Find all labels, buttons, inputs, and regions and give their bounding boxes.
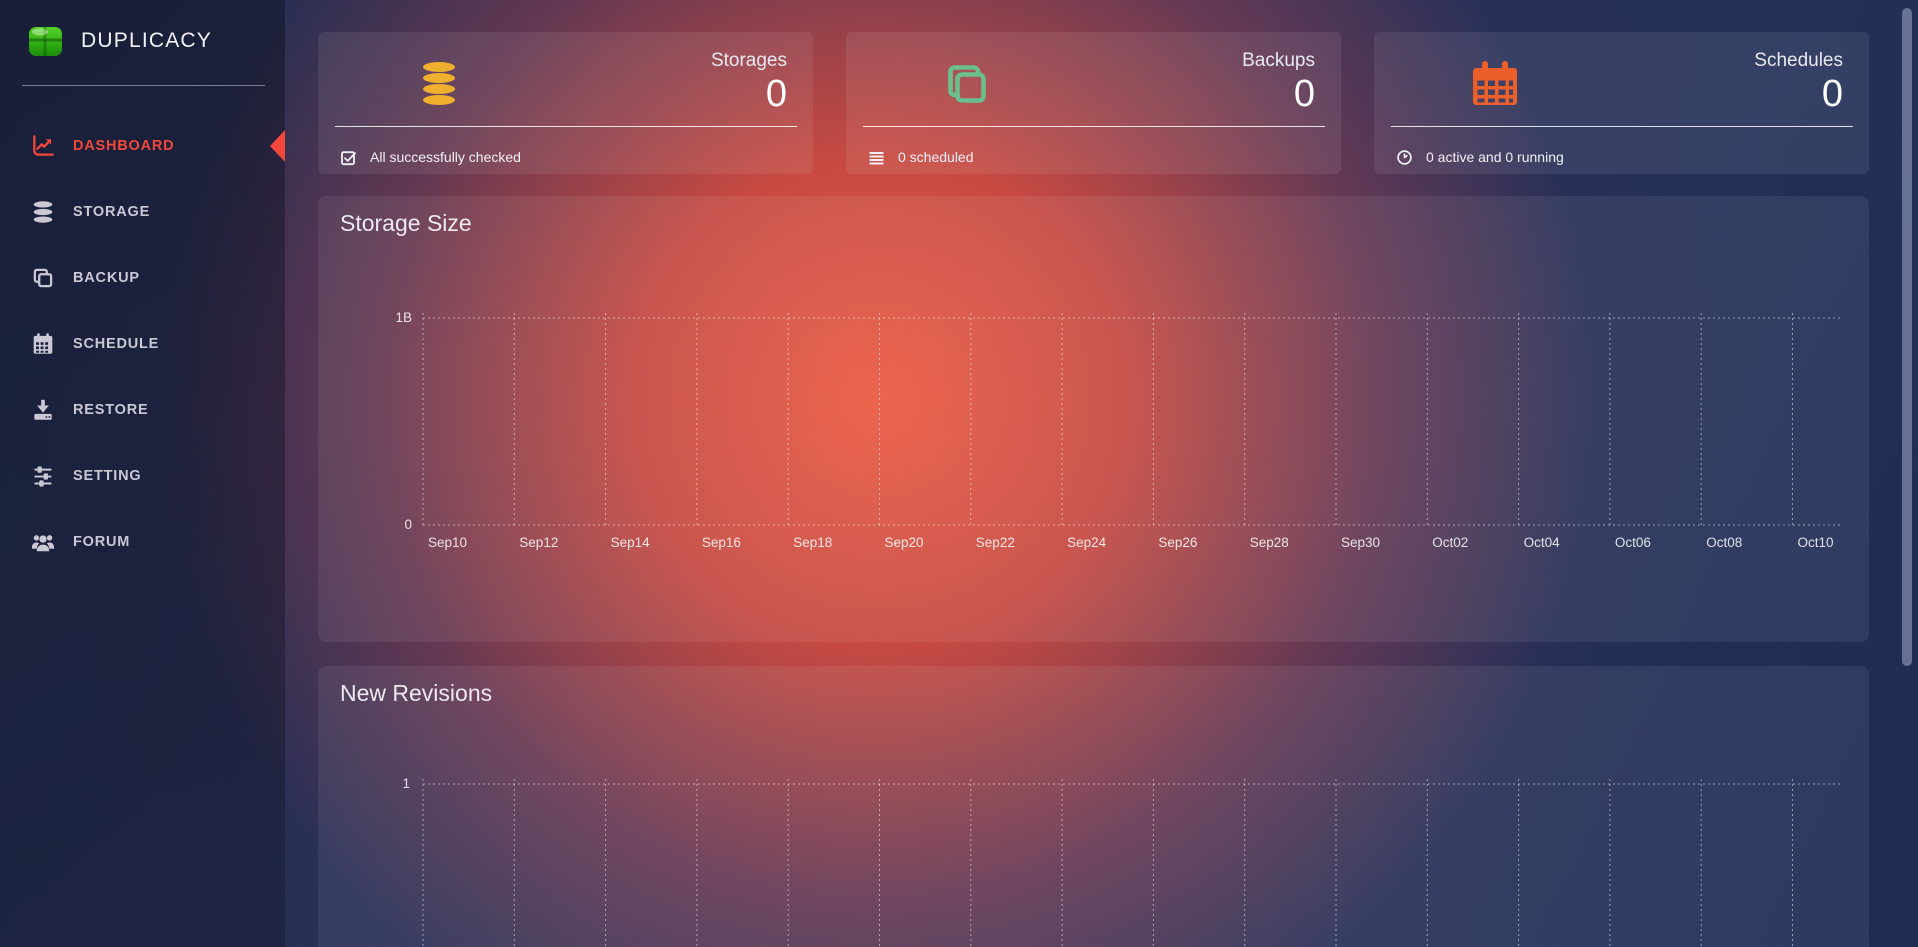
stat-card-value: 0 <box>765 73 787 115</box>
stat-card-footer-text: 0 scheduled <box>898 149 974 165</box>
svg-text:Sep30: Sep30 <box>1341 535 1380 550</box>
stat-card-divider <box>335 126 797 127</box>
sidebar-item-label: RESTORE <box>73 402 149 418</box>
sidebar-divider <box>22 85 265 86</box>
forum-icon <box>30 529 56 555</box>
svg-text:Sep12: Sep12 <box>519 535 558 550</box>
svg-text:0: 0 <box>404 517 412 532</box>
stat-card-title: Storages <box>710 50 787 71</box>
copy-icon <box>942 59 992 109</box>
svg-text:1B: 1B <box>395 310 412 325</box>
sidebar-item-restore[interactable]: RESTORE <box>0 377 285 443</box>
svg-text:Sep20: Sep20 <box>885 535 924 550</box>
database-icon <box>414 59 464 109</box>
stat-card-title: Backups <box>1242 50 1315 71</box>
sidebar-item-forum[interactable]: FORUM <box>0 509 285 575</box>
sidebar-item-label: DASHBOARD <box>73 138 175 154</box>
sidebar-item-label: FORUM <box>73 534 131 550</box>
svg-text:Oct04: Oct04 <box>1524 535 1561 550</box>
check-square-icon <box>340 149 357 166</box>
svg-text:Sep28: Sep28 <box>1250 535 1289 550</box>
storage-size-chart-card: Storage Size Sep10 Sep12 Sep14 Sep16 Sep18 Se… <box>318 196 1869 642</box>
storage-icon <box>30 199 56 225</box>
chart-title: Storage Size <box>340 210 472 236</box>
new-revisions-chart-card: New Revisions 1 <box>318 666 1869 947</box>
svg-text:Oct08: Oct08 <box>1706 535 1742 550</box>
sidebar-item-label: SETTING <box>73 468 142 484</box>
storage-size-chart: Sep10 Sep12 Sep14 Sep16 Sep18 Sep20 Sep22 Sep24… <box>318 196 1869 647</box>
sidebar-item-label: SCHEDULE <box>73 336 160 352</box>
stat-card-value: 0 <box>1293 73 1315 115</box>
storages-stat-card[interactable]: Storages 0 All successfully checked <box>318 32 813 174</box>
sidebar-item-schedule[interactable]: SCHEDULE <box>0 311 285 377</box>
svg-text:Sep26: Sep26 <box>1158 535 1197 550</box>
backup-icon <box>30 265 56 291</box>
svg-text:Oct02: Oct02 <box>1432 535 1468 550</box>
new-revisions-chart: 1 <box>318 666 1869 947</box>
dashboard-icon <box>30 133 56 159</box>
restore-icon <box>30 397 56 423</box>
stat-card-divider <box>863 126 1325 127</box>
chart-title: New Revisions <box>340 680 493 706</box>
sidebar: DUPLICACY DASHBOARD STORAGE BACKUP SCHEDULE… <box>0 0 285 947</box>
setting-icon <box>30 463 56 489</box>
active-item-arrow-icon <box>270 130 285 162</box>
brand: DUPLICACY <box>0 0 285 58</box>
sidebar-item-label: STORAGE <box>73 204 151 220</box>
svg-text:Sep22: Sep22 <box>976 535 1015 550</box>
brand-title: DUPLICACY <box>81 29 212 52</box>
scrollbar-track[interactable] <box>1902 0 1916 947</box>
svg-text:Sep10: Sep10 <box>428 535 467 550</box>
backups-stat-card[interactable]: Backups 0 0 scheduled <box>846 32 1341 174</box>
schedules-stat-card[interactable]: Schedules 0 0 active and 0 running <box>1374 32 1869 174</box>
duplicacy-logo-icon <box>27 24 64 58</box>
sidebar-item-storage[interactable]: STORAGE <box>0 179 285 245</box>
calendar-icon <box>1470 59 1520 109</box>
stat-card-value: 0 <box>1821 73 1843 115</box>
stat-card-footer-text: 0 active and 0 running <box>1426 149 1564 165</box>
sidebar-item-label: BACKUP <box>73 270 140 286</box>
sidebar-item-backup[interactable]: BACKUP <box>0 245 285 311</box>
svg-text:1: 1 <box>402 776 410 791</box>
svg-text:Sep14: Sep14 <box>611 535 651 550</box>
sidebar-item-dashboard[interactable]: DASHBOARD <box>0 113 285 179</box>
list-icon <box>868 149 885 166</box>
schedule-icon <box>30 331 56 357</box>
sidebar-nav: DASHBOARD STORAGE BACKUP SCHEDULE RESTORE SET… <box>0 113 285 575</box>
stat-card-footer-text: All successfully checked <box>370 149 521 165</box>
sidebar-item-setting[interactable]: SETTING <box>0 443 285 509</box>
clock-icon <box>1396 149 1413 166</box>
stat-card-divider <box>1391 126 1853 127</box>
stat-card-title: Schedules <box>1754 50 1843 71</box>
svg-text:Sep24: Sep24 <box>1067 535 1107 550</box>
svg-text:Sep18: Sep18 <box>793 535 832 550</box>
scrollbar-thumb[interactable] <box>1902 8 1912 666</box>
svg-text:Oct10: Oct10 <box>1798 535 1834 550</box>
svg-text:Sep16: Sep16 <box>702 535 741 550</box>
stats-row: Storages 0 All successfully checked Backups… <box>318 32 1869 174</box>
svg-text:Oct06: Oct06 <box>1615 535 1651 550</box>
